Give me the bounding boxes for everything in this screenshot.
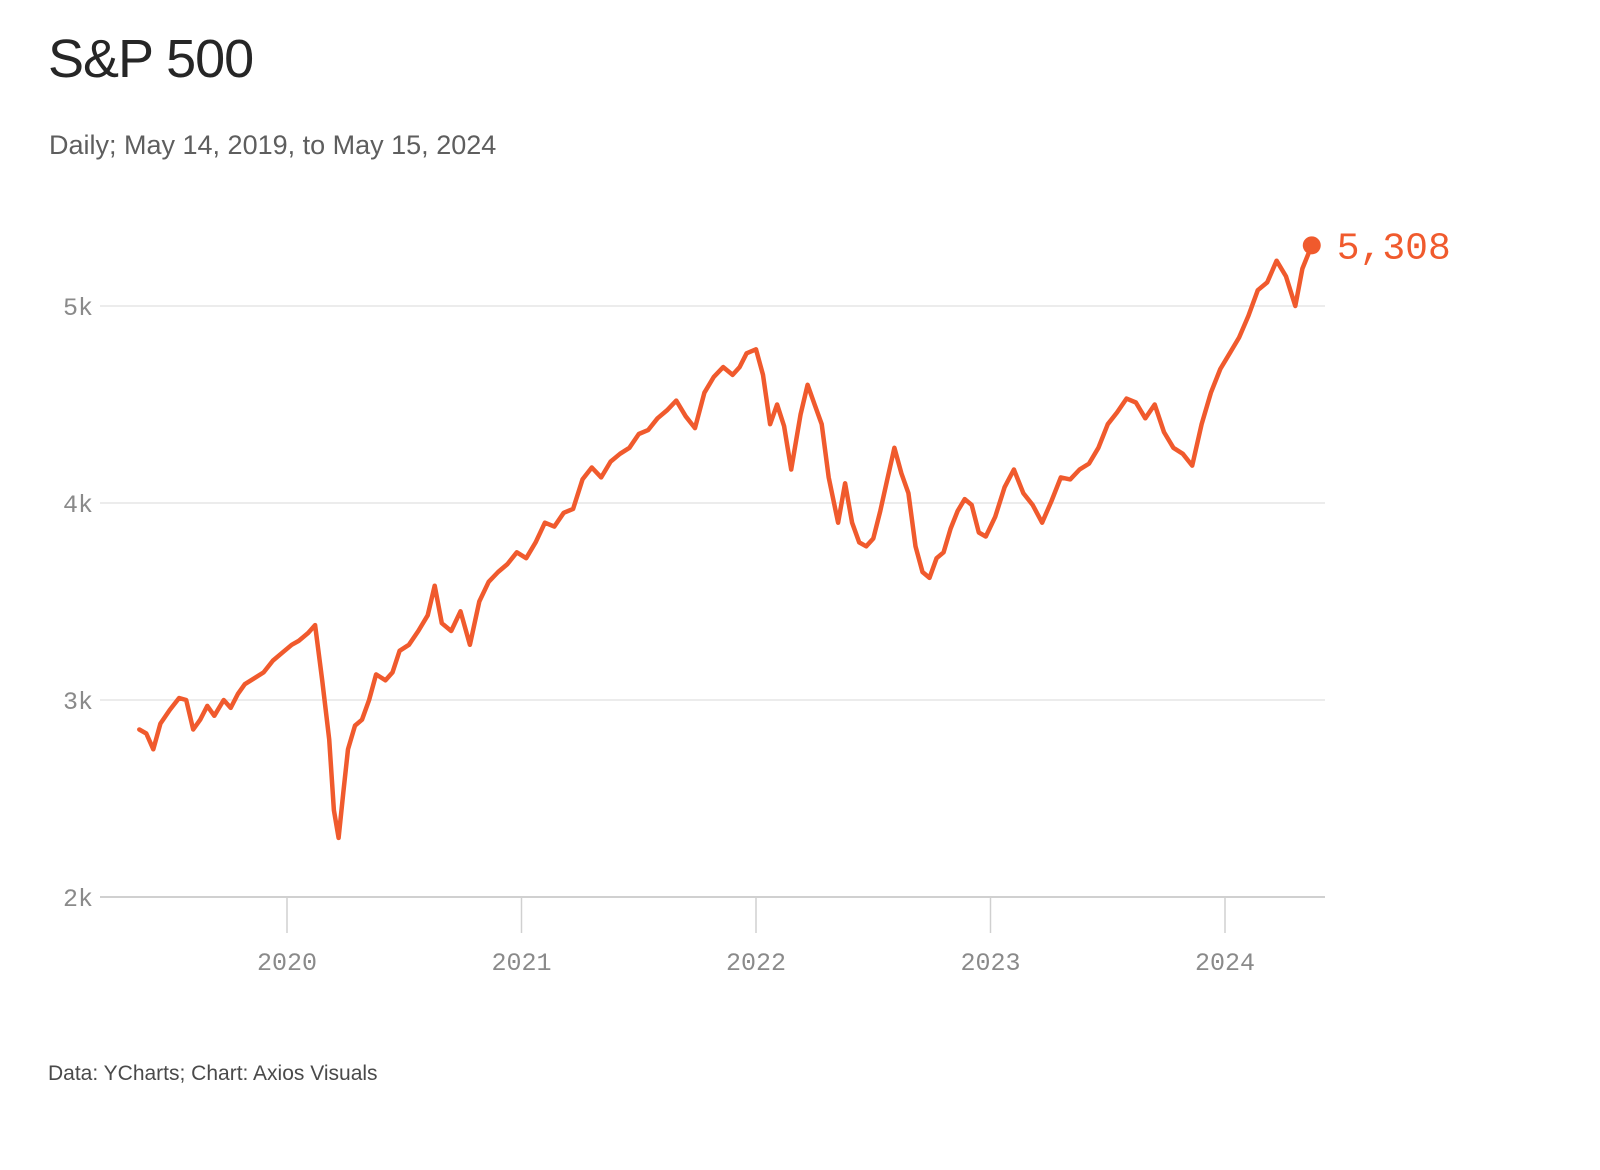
x-axis-ticks: 2020 2021 2022 2023 2024: [257, 897, 1255, 978]
y-axis-ticks: 2k 3k 4k 5k: [63, 294, 93, 914]
x-tick-label: 2020: [257, 949, 317, 978]
y-tick-label: 4k: [63, 491, 93, 520]
x-tick-label: 2024: [1195, 949, 1255, 978]
series-line-sp500: [137, 243, 1315, 841]
end-point-marker: [1302, 236, 1321, 255]
y-tick-label: 3k: [63, 688, 93, 717]
gridlines: [100, 305, 1325, 898]
line-chart: 2k 3k 4k 5k 2020 2021 2022 2023 2024 5,308: [63, 227, 1451, 978]
x-tick-label: 2021: [491, 949, 551, 978]
end-value-label: 5,308: [1337, 227, 1451, 270]
y-tick-label: 5k: [63, 294, 93, 323]
source-credit: Data: YCharts; Chart: Axios Visuals: [48, 1062, 378, 1085]
y-tick-label: 2k: [63, 885, 93, 914]
x-tick-label: 2022: [726, 949, 786, 978]
chart-subtitle: Daily; May 14, 2019, to May 15, 2024: [49, 130, 497, 160]
chart-title: S&P 500: [48, 29, 254, 89]
x-tick-label: 2023: [960, 949, 1020, 978]
